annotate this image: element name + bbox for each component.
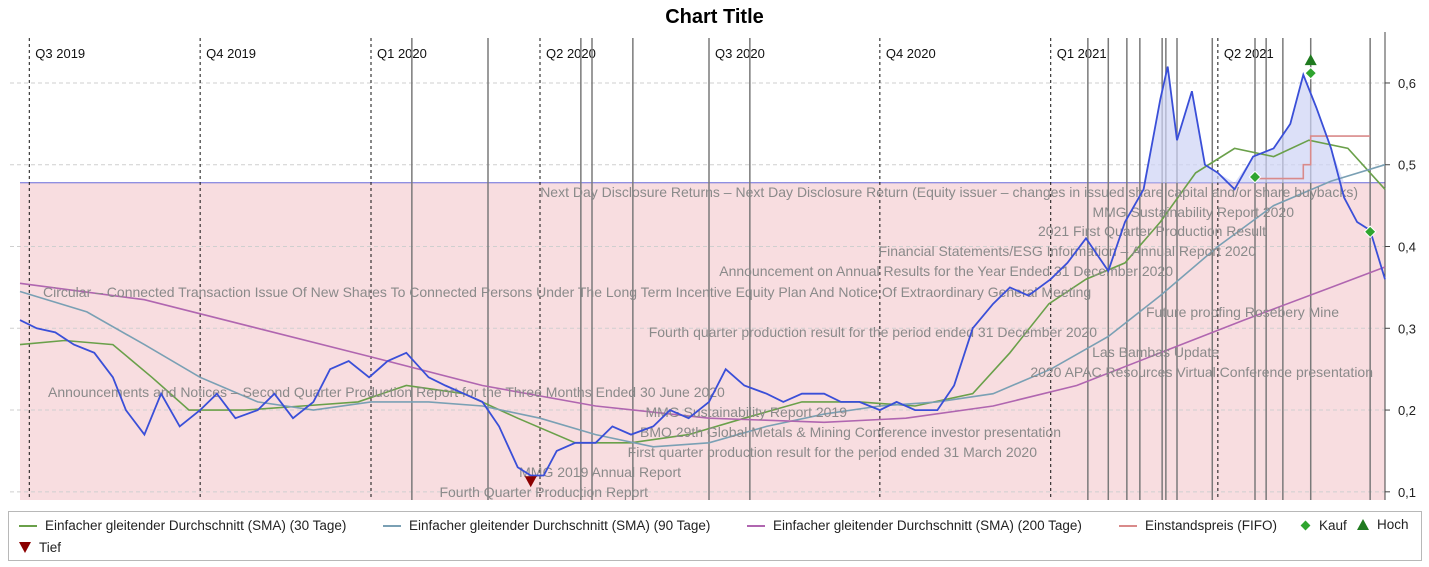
event-annotation: Fourth quarter production result for the…	[649, 324, 1097, 340]
y-tick-label: 0,3	[1398, 321, 1416, 336]
quarter-label: Q2 2021	[1224, 46, 1274, 61]
legend-item-high[interactable]: Hoch	[1357, 517, 1409, 532]
quarter-label: Q2 2020	[546, 46, 596, 61]
diamond-icon	[1300, 520, 1311, 531]
series-line-1	[19, 163, 1386, 448]
legend-label: Hoch	[1377, 517, 1409, 532]
cost-band	[20, 182, 1385, 501]
legend-label: Einfacher gleitender Durchschnitt (SMA) …	[409, 518, 711, 533]
buy-marker	[1248, 170, 1262, 184]
triangle-down-icon	[19, 542, 31, 553]
buy-marker	[1363, 225, 1377, 239]
series-line-0	[19, 139, 1386, 444]
legend-item-sma200[interactable]: Einfacher gleitender Durchschnitt (SMA) …	[747, 518, 1082, 533]
high-marker	[1304, 54, 1317, 66]
legend-item-low[interactable]: Tief	[19, 540, 61, 555]
event-annotation: Circular – Connected Transaction Issue O…	[43, 284, 1091, 300]
event-annotation: Announcements and Notices – Second Quart…	[48, 384, 725, 400]
legend-item-fifo[interactable]: Einstandspreis (FIFO)	[1119, 518, 1277, 533]
chart-plot: 0,1 0,2 0,3 0,4 0,5 0,6 Q3 2019 Q4 2019 Q1 2020 Q…	[10, 32, 1416, 501]
event-annotation: MMG 2019 Annual Report	[519, 464, 681, 480]
price-line	[19, 66, 1386, 477]
y-tick-label: 0,1	[1398, 485, 1416, 500]
legend-item-buy[interactable]: Kauf	[1299, 518, 1347, 533]
y-tick-label: 0,5	[1398, 158, 1416, 173]
gain-area	[1125, 66, 1385, 183]
quarter-label: Q4 2020	[886, 46, 936, 61]
event-annotation: Fourth Quarter Production Report	[439, 484, 648, 500]
event-annotation: MMG Sustainability Report 2020	[1092, 204, 1294, 220]
y-tick-label: 0,6	[1398, 76, 1416, 91]
legend-label: Einfacher gleitender Durchschnitt (SMA) …	[773, 518, 1082, 533]
legend: Einfacher gleitender Durchschnitt (SMA) …	[8, 511, 1422, 561]
legend-label: Einfacher gleitender Durchschnitt (SMA) …	[45, 518, 347, 533]
legend-label: Tief	[39, 540, 62, 555]
event-annotation: Las Bambas Update	[1092, 344, 1219, 360]
quarter-label: Q3 2019	[35, 46, 85, 61]
event-annotation: MMG Sustainability Report 2019	[645, 404, 847, 420]
event-annotation: First quarter production result for the …	[628, 444, 1038, 460]
series-line-3	[1255, 135, 1371, 180]
legend-item-sma30[interactable]: Einfacher gleitender Durchschnitt (SMA) …	[19, 518, 346, 533]
event-annotation: 2021 First Quarter Production Result	[1038, 223, 1266, 239]
series-line-2	[19, 266, 1386, 424]
low-marker	[524, 476, 537, 488]
event-annotation: BMO 29th Global Metals & Mining Conferen…	[640, 424, 1061, 440]
buy-marker	[1304, 66, 1318, 80]
legend-line-icon	[1119, 524, 1137, 527]
legend-label: Einstandspreis (FIFO)	[1145, 518, 1278, 533]
legend-line-icon	[747, 524, 765, 527]
event-annotation: Future proofing Rosebery Mine	[1146, 304, 1339, 320]
quarter-label: Q1 2020	[377, 46, 427, 61]
event-annotation: Announcement on Annual Results for the Y…	[719, 263, 1173, 279]
chart-title: Chart Title	[665, 6, 764, 28]
quarter-label: Q4 2019	[206, 46, 256, 61]
event-annotation: Financial Statements/ESG Information – A…	[879, 243, 1257, 259]
event-annotation: Next Day Disclosure Returns – Next Day D…	[540, 184, 1358, 200]
y-tick-label: 0,2	[1398, 403, 1416, 418]
quarter-label: Q3 2020	[715, 46, 765, 61]
triangle-up-icon	[1357, 519, 1369, 530]
legend-item-sma90[interactable]: Einfacher gleitender Durchschnitt (SMA) …	[383, 518, 710, 533]
legend-line-icon	[19, 524, 37, 527]
event-annotation: 2020 APAC Resources Virtual Conference p…	[1030, 364, 1373, 380]
y-tick-label: 0,4	[1398, 240, 1416, 255]
legend-label: Kauf	[1319, 518, 1347, 533]
legend-line-icon	[383, 524, 401, 527]
quarter-label: Q1 2021	[1057, 46, 1107, 61]
